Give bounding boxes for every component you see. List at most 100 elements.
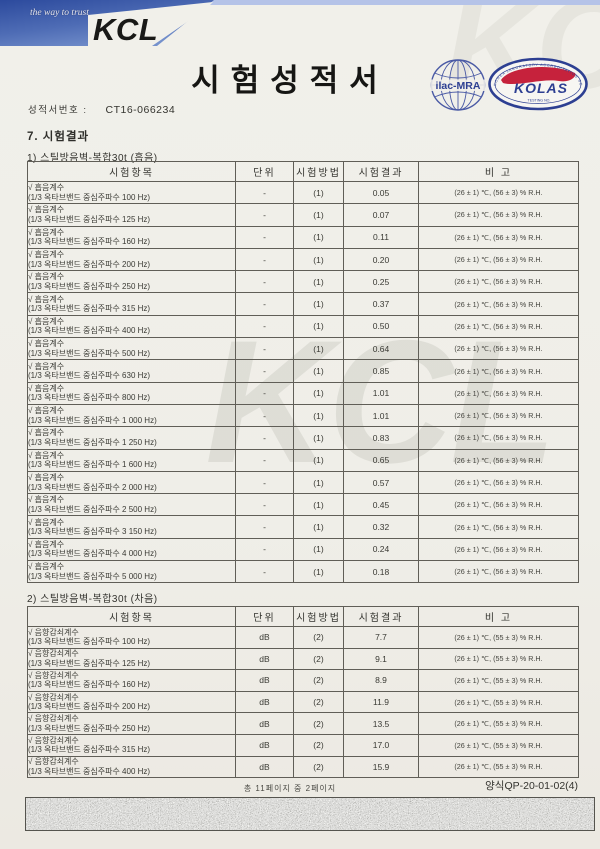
column-header: 시험결과 [343, 606, 419, 627]
test-item-name: √ 흡음계수 [28, 339, 65, 349]
test-item-cell: √ 흡음계수 (1/3 옥타브밴드 중심주파수 1 000 Hz) [27, 403, 236, 428]
test-item-cell: √ 음향감쇠계수 (1/3 옥타브밴드 중심주파수 400 Hz) [27, 755, 236, 779]
test-item-cell: √ 음향감쇠계수 (1/3 옥타브밴드 중심주파수 160 Hz) [27, 669, 236, 692]
test-item-frequency: (1/3 옥타브밴드 중심주파수 100 Hz) [28, 637, 151, 647]
test-item-cell: √ 음향감쇠계수 (1/3 옥타브밴드 중심주파수 200 Hz) [27, 690, 236, 714]
remark-cell: (26 ± 1) ℃, (55 ± 3) % R.H. [418, 626, 579, 649]
test-item-frequency: (1/3 옥타브밴드 중심주파수 315 Hz) [28, 304, 151, 314]
result-cell: 0.32 [343, 515, 419, 539]
table-row: √ 음향감쇠계수 (1/3 옥타브밴드 중심주파수 125 Hz) dB (2) 9.1… [27, 647, 579, 671]
table-row: √ 흡음계수 (1/3 옥타브밴드 중심주파수 200 Hz) - (1) 0.20 (2… [27, 247, 579, 272]
test-item-frequency: (1/3 옥타브밴드 중심주파수 125 Hz) [28, 658, 151, 668]
result-cell: 0.37 [343, 292, 419, 316]
test-item-cell: √ 흡음계수 (1/3 옥타브밴드 중심주파수 250 Hz) [27, 270, 236, 294]
method-cell: (1) [293, 337, 344, 361]
remark-cell: (26 ± 1) ℃, (56 ± 3) % R.H. [418, 292, 579, 316]
method-cell: (1) [293, 470, 344, 495]
page-count-info: 총 11페이지 중 2페이지 [243, 784, 337, 793]
result-cell: 0.50 [343, 314, 419, 339]
unit-cell: - [235, 292, 294, 316]
report-number-row: 성적서번호 : CT16-066234 [28, 102, 175, 116]
test-item-cell: √ 음향감쇠계수 (1/3 옥타브밴드 중심주파수 250 Hz) [27, 712, 236, 735]
unit-cell: - [235, 203, 294, 227]
test-item-frequency: (1/3 옥타브밴드 중심주파수 250 Hz) [28, 723, 151, 733]
method-cell: (2) [293, 647, 344, 671]
test-item-name: √ 흡음계수 [28, 562, 65, 572]
unit-cell: dB [235, 712, 294, 735]
ilac-mra-label: ilac-MRA [436, 80, 481, 92]
table-row: √ 흡음계수 (1/3 옥타브밴드 중심주파수 160 Hz) - (1) 0.11 (2… [27, 225, 579, 249]
test-item-cell: √ 음향감쇠계수 (1/3 옥타브밴드 중심주파수 315 Hz) [27, 733, 236, 757]
result-cell: 9.1 [343, 647, 419, 671]
test-item-frequency: (1/3 옥타브밴드 중심주파수 400 Hz) [28, 766, 151, 776]
table-row: √ 흡음계수 (1/3 옥타브밴드 중심주파수 800 Hz) - (1) 1.01 (2… [27, 381, 579, 405]
test-item-name: √ 흡음계수 [28, 316, 65, 326]
result-cell: 0.45 [343, 493, 419, 517]
unit-cell: dB [235, 669, 294, 692]
test-item-name: √ 흡음계수 [28, 361, 65, 371]
test-item-name: √ 흡음계수 [28, 450, 65, 460]
unit-cell: - [235, 403, 294, 428]
test-item-cell: √ 음향감쇠계수 (1/3 옥타브밴드 중심주파수 100 Hz) [27, 626, 236, 649]
remark-cell: (26 ± 1) ℃, (56 ± 3) % R.H. [418, 270, 579, 294]
unit-cell: - [235, 470, 294, 495]
result-cell: 0.64 [343, 337, 419, 361]
test-item-frequency: (1/3 옥타브밴드 중심주파수 4 000 Hz) [28, 549, 157, 559]
test-item-frequency: (1/3 옥타브밴드 중심주파수 100 Hz) [28, 192, 151, 202]
test-item-name: √ 흡음계수 [28, 428, 65, 438]
method-cell: (1) [293, 493, 344, 517]
form-number: 양식QP-20-01-02(4) [485, 780, 578, 792]
remark-cell: (26 ± 1) ℃, (56 ± 3) % R.H. [418, 337, 579, 361]
test-item-cell: √ 흡음계수 (1/3 옥타브밴드 중심주파수 1 600 Hz) [27, 448, 236, 472]
result-cell: 0.20 [343, 247, 419, 272]
method-cell: (2) [293, 755, 344, 779]
column-header: 시험방법 [293, 161, 344, 182]
unit-cell: - [235, 180, 294, 205]
method-cell: (1) [293, 314, 344, 339]
table-header-row: 시험항목 단위 시험방법 시험결과 비 고 [27, 606, 579, 627]
test-item-frequency: (1/3 옥타브밴드 중심주파수 1 250 Hz) [28, 437, 157, 447]
result-cell: 0.57 [343, 470, 419, 495]
test-item-cell: √ 흡음계수 (1/3 옥타브밴드 중심주파수 2 000 Hz) [27, 470, 236, 495]
test-item-name: √ 음향감쇠계수 [28, 757, 79, 767]
method-cell: (1) [293, 426, 344, 450]
section-title: 7. 시험결과 [27, 131, 90, 143]
result-cell: 8.9 [343, 669, 419, 692]
unit-cell: - [235, 381, 294, 405]
test-item-name: √ 흡음계수 [28, 205, 65, 215]
table-row: √ 흡음계수 (1/3 옥타브밴드 중심주파수 5 000 Hz) - (1) 0.18… [27, 560, 579, 584]
test-item-frequency: (1/3 옥타브밴드 중심주파수 1 600 Hz) [28, 460, 157, 470]
report-number-label: 성적서번호 : [28, 105, 88, 116]
test-item-cell: √ 흡음계수 (1/3 옥타브밴드 중심주파수 800 Hz) [27, 381, 236, 405]
method-cell: (1) [293, 270, 344, 294]
remark-cell: (26 ± 1) ℃, (55 ± 3) % R.H. [418, 712, 579, 735]
table-row: √ 음향감쇠계수 (1/3 옥타브밴드 중심주파수 100 Hz) dB (2) 7.7… [27, 626, 579, 649]
unit-cell: - [235, 493, 294, 517]
test-item-frequency: (1/3 옥타브밴드 중심주파수 800 Hz) [28, 393, 151, 403]
column-header: 시험방법 [293, 606, 344, 627]
test-item-cell: √ 흡음계수 (1/3 옥타브밴드 중심주파수 500 Hz) [27, 337, 236, 361]
test-item-cell: √ 흡음계수 (1/3 옥타브밴드 중심주파수 200 Hz) [27, 247, 236, 272]
table1-caption: 1) 스틸방음벽-복합30t (흡음) [27, 153, 158, 164]
method-cell: (1) [293, 225, 344, 249]
test-item-cell: √ 흡음계수 (1/3 옥타브밴드 중심주파수 3 150 Hz) [27, 515, 236, 539]
column-header: 시험항목 [27, 606, 236, 627]
test-item-frequency: (1/3 옥타브밴드 중심주파수 160 Hz) [28, 680, 151, 690]
kolas-red-swoosh [501, 66, 576, 85]
remark-cell: (26 ± 1) ℃, (56 ± 3) % R.H. [418, 314, 579, 339]
table-row: √ 흡음계수 (1/3 옥타브밴드 중심주파수 400 Hz) - (1) 0.50 (2… [27, 314, 579, 339]
table-row: √ 흡음계수 (1/3 옥타브밴드 중심주파수 125 Hz) - (1) 0.07 (2… [27, 203, 579, 227]
remark-cell: (26 ± 1) ℃, (56 ± 3) % R.H. [418, 515, 579, 539]
method-cell: (2) [293, 626, 344, 649]
method-cell: (1) [293, 515, 344, 539]
test-item-frequency: (1/3 옥타브밴드 중심주파수 1 000 Hz) [28, 415, 157, 425]
remark-cell: (26 ± 1) ℃, (56 ± 3) % R.H. [418, 448, 579, 472]
tagline-text: the way to trust [30, 8, 89, 18]
method-cell: (1) [293, 381, 344, 405]
remark-cell: (26 ± 1) ℃, (56 ± 3) % R.H. [418, 247, 579, 272]
method-cell: (1) [293, 180, 344, 205]
unit-cell: - [235, 270, 294, 294]
table-row: √ 흡음계수 (1/3 옥타브밴드 중심주파수 500 Hz) - (1) 0.64 (2… [27, 337, 579, 361]
result-cell: 0.07 [343, 203, 419, 227]
remark-cell: (26 ± 1) ℃, (56 ± 3) % R.H. [418, 203, 579, 227]
